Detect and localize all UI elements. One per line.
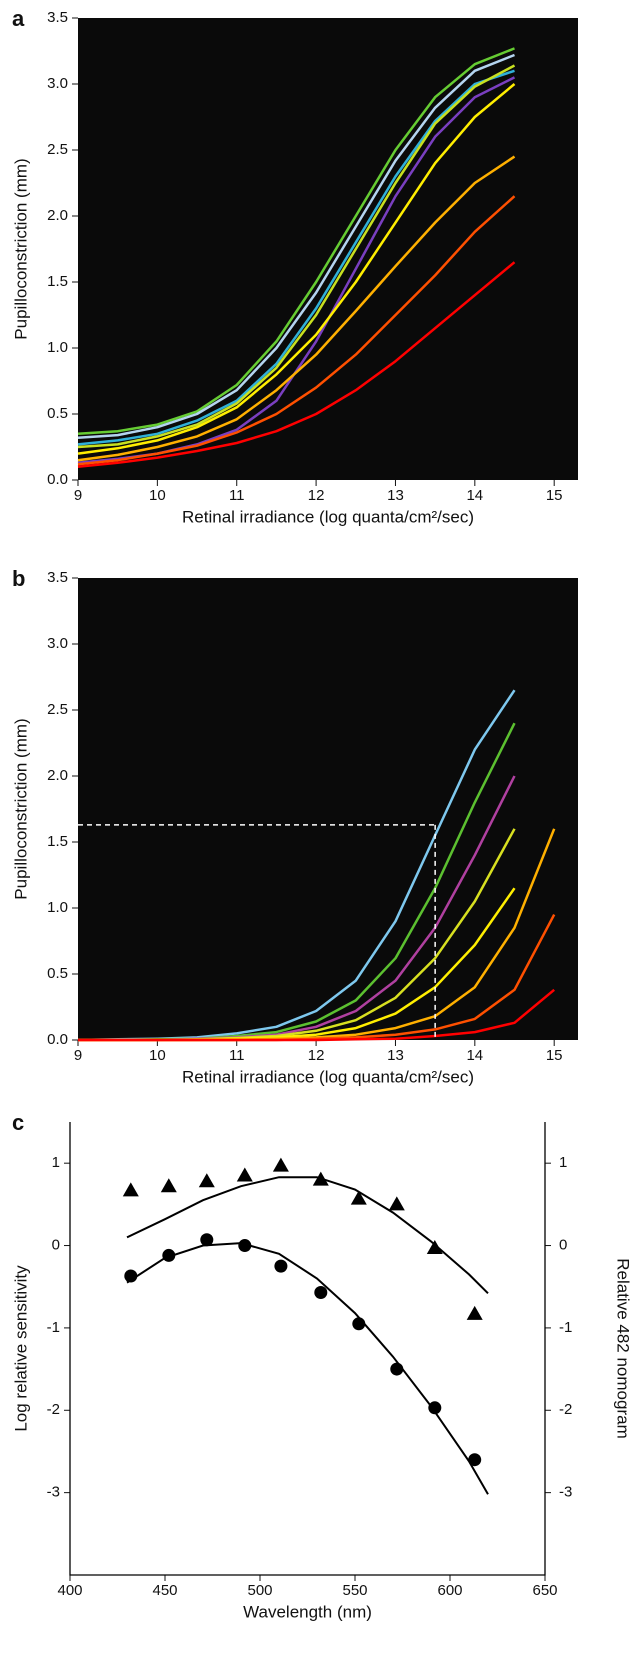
y-tick-label: -1 (47, 1319, 60, 1336)
triangle-point (272, 1157, 289, 1172)
y-axis-label: Pupilloconstriction (mm) (11, 158, 30, 339)
y-tick-label: 0.5 (47, 965, 68, 982)
y2-tick-label: 1 (559, 1154, 567, 1171)
circle-point (162, 1248, 176, 1262)
y-tick-label: 2.0 (47, 767, 68, 784)
x-tick-label: 10 (149, 1047, 166, 1064)
x-tick-label: 12 (308, 1047, 325, 1064)
triangle-point (350, 1190, 367, 1205)
triangle-point (236, 1167, 253, 1182)
x-tick-label: 650 (532, 1582, 557, 1599)
y-tick-label: 1 (52, 1154, 60, 1171)
triangle-point (198, 1173, 215, 1188)
triangle-point (388, 1196, 405, 1211)
circle-point (314, 1285, 328, 1299)
y-tick-label: 2.5 (47, 701, 68, 718)
x-tick-label: 550 (342, 1582, 367, 1599)
axis-frame (69, 1122, 546, 1576)
curve (77, 69, 515, 446)
x-tick-label: 15 (546, 1047, 563, 1064)
curve (77, 64, 516, 449)
y2-axis-label: Relative 482 nomogram (614, 1258, 633, 1438)
x-tick-label: 9 (74, 1047, 82, 1064)
x-tick-label: 15 (546, 487, 563, 504)
circle-point (352, 1317, 366, 1331)
triangle-point (426, 1240, 443, 1255)
y2-tick-label: -1 (559, 1319, 572, 1336)
fit-curve (126, 1242, 489, 1495)
curve (77, 195, 516, 466)
curve (77, 53, 515, 440)
plot-background (78, 578, 578, 1040)
x-tick-label: 13 (387, 487, 404, 504)
x-tick-label: 13 (387, 1047, 404, 1064)
y-tick-label: 3.5 (47, 569, 68, 586)
triangle-point (122, 1182, 139, 1197)
y-tick-label: 1.0 (47, 339, 68, 356)
x-tick-label: 400 (57, 1582, 82, 1599)
triangle-point (160, 1178, 177, 1193)
y-tick-label: 1.5 (47, 833, 68, 850)
circle-point (390, 1362, 404, 1376)
circle-point (238, 1239, 252, 1253)
curve (77, 261, 516, 469)
y-tick-label: -2 (47, 1401, 60, 1418)
curve (78, 988, 555, 1042)
panel-label: c (12, 1110, 24, 1135)
circle-point (274, 1259, 288, 1273)
y-tick-label: 0 (52, 1237, 60, 1254)
x-tick-label: 500 (247, 1582, 272, 1599)
y-tick-label: 0.0 (47, 1031, 68, 1048)
y2-tick-label: -2 (559, 1401, 572, 1418)
x-tick-label: 14 (466, 487, 483, 504)
x-tick-label: 12 (308, 487, 325, 504)
y-tick-label: 1.5 (47, 273, 68, 290)
plot-background (78, 18, 578, 480)
y-axis-label: Log relative sensitivity (11, 1265, 30, 1432)
y-tick-label: -3 (47, 1484, 60, 1501)
x-tick-label: 10 (149, 487, 166, 504)
x-tick-label: 600 (437, 1582, 462, 1599)
x-tick-label: 11 (229, 1047, 245, 1064)
x-axis-label: Wavelength (nm) (243, 1602, 372, 1621)
panel-label: b (12, 566, 25, 591)
y2-tick-label: -3 (559, 1484, 572, 1501)
triangle-point (312, 1171, 329, 1186)
panel-label: a (12, 6, 25, 31)
curve (77, 155, 516, 462)
y-tick-label: 3.5 (47, 9, 68, 26)
x-tick-label: 450 (152, 1582, 177, 1599)
x-tick-label: 14 (466, 1047, 483, 1064)
y-tick-label: 3.0 (47, 75, 68, 92)
y-tick-label: 3.0 (47, 635, 68, 652)
y-tick-label: 0.0 (47, 471, 68, 488)
circle-point (124, 1269, 138, 1283)
y-tick-label: 1.0 (47, 899, 68, 916)
y-axis-label: Pupilloconstriction (mm) (11, 718, 30, 899)
y-tick-label: 0.5 (47, 405, 68, 422)
circle-point (200, 1233, 214, 1247)
x-tick-label: 11 (229, 487, 245, 504)
x-axis-label: Retinal irradiance (log quanta/cm²/sec) (182, 1067, 474, 1086)
curve (77, 47, 515, 436)
x-tick-label: 9 (74, 487, 82, 504)
y2-tick-label: 0 (559, 1237, 567, 1254)
x-axis-label: Retinal irradiance (log quanta/cm²/sec) (182, 507, 474, 526)
y-tick-label: 2.5 (47, 141, 68, 158)
fit-curve (126, 1176, 489, 1295)
circle-point (468, 1453, 482, 1467)
triangle-point (466, 1305, 483, 1320)
circle-point (428, 1401, 442, 1415)
curve (77, 83, 516, 455)
y-tick-label: 2.0 (47, 207, 68, 224)
